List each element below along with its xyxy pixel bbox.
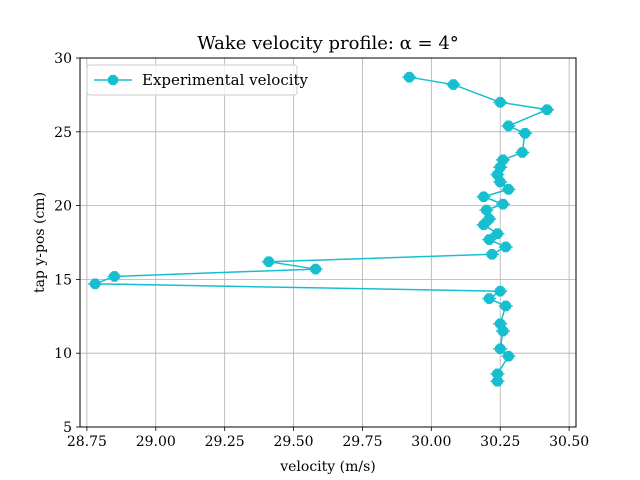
data-point bbox=[403, 71, 415, 83]
y-tick-label: 5 bbox=[63, 420, 72, 436]
series-line bbox=[94, 76, 548, 382]
data-point bbox=[519, 127, 531, 139]
x-axis-label: velocity (m/s) bbox=[279, 459, 376, 475]
data-point bbox=[486, 248, 498, 260]
series-layer bbox=[88, 71, 555, 387]
data-point bbox=[494, 176, 506, 188]
chart-title: Wake velocity profile: α = 4° bbox=[197, 33, 459, 54]
y-tick-label: 15 bbox=[54, 272, 72, 288]
data-point bbox=[497, 325, 509, 337]
data-point bbox=[503, 184, 514, 195]
data-point bbox=[516, 147, 528, 158]
legend-box bbox=[86, 64, 298, 96]
data-point bbox=[541, 104, 553, 115]
data-point bbox=[494, 96, 506, 108]
data-point bbox=[483, 234, 495, 245]
data-point bbox=[494, 285, 506, 297]
x-tick-label: 29.75 bbox=[342, 434, 382, 450]
x-tick-label: 30.25 bbox=[480, 434, 520, 450]
data-point bbox=[478, 219, 490, 231]
data-point bbox=[478, 191, 490, 203]
legend-entry: Experimental velocity bbox=[142, 71, 309, 89]
data-point bbox=[494, 343, 506, 355]
data-point bbox=[263, 256, 275, 268]
y-tick-label: 20 bbox=[54, 199, 72, 215]
legend-marker bbox=[107, 74, 119, 86]
data-point bbox=[483, 293, 495, 304]
x-tick-label: 29.50 bbox=[274, 434, 314, 450]
data-point bbox=[492, 375, 503, 387]
data-point bbox=[492, 228, 503, 239]
y-tick-label: 10 bbox=[54, 346, 72, 362]
data-point bbox=[500, 241, 512, 253]
legend: Experimental velocity bbox=[86, 64, 309, 96]
y-axis-label: tap y-pos (cm) bbox=[32, 192, 48, 293]
x-tick-label: 29.25 bbox=[205, 434, 245, 450]
x-tick-label: 30.50 bbox=[549, 434, 589, 450]
axes-frame bbox=[79, 57, 577, 428]
data-point bbox=[310, 263, 321, 275]
x-tick-label: 30.00 bbox=[411, 434, 451, 450]
data-point bbox=[503, 350, 514, 362]
data-point bbox=[448, 79, 459, 90]
data-point bbox=[109, 271, 120, 282]
x-tick-label: 29.00 bbox=[136, 434, 176, 450]
data-point bbox=[503, 120, 514, 132]
y-tick-label: 30 bbox=[54, 51, 72, 67]
x-tick-label: 28.75 bbox=[67, 434, 107, 450]
data-point bbox=[500, 300, 512, 312]
ticks: 28.75 29.00 29.25 29.50 29.75 30.00 30.25 30.50… bbox=[54, 51, 589, 450]
data-point bbox=[89, 278, 101, 290]
y-tick-label: 25 bbox=[54, 125, 72, 141]
data-point bbox=[497, 198, 509, 210]
